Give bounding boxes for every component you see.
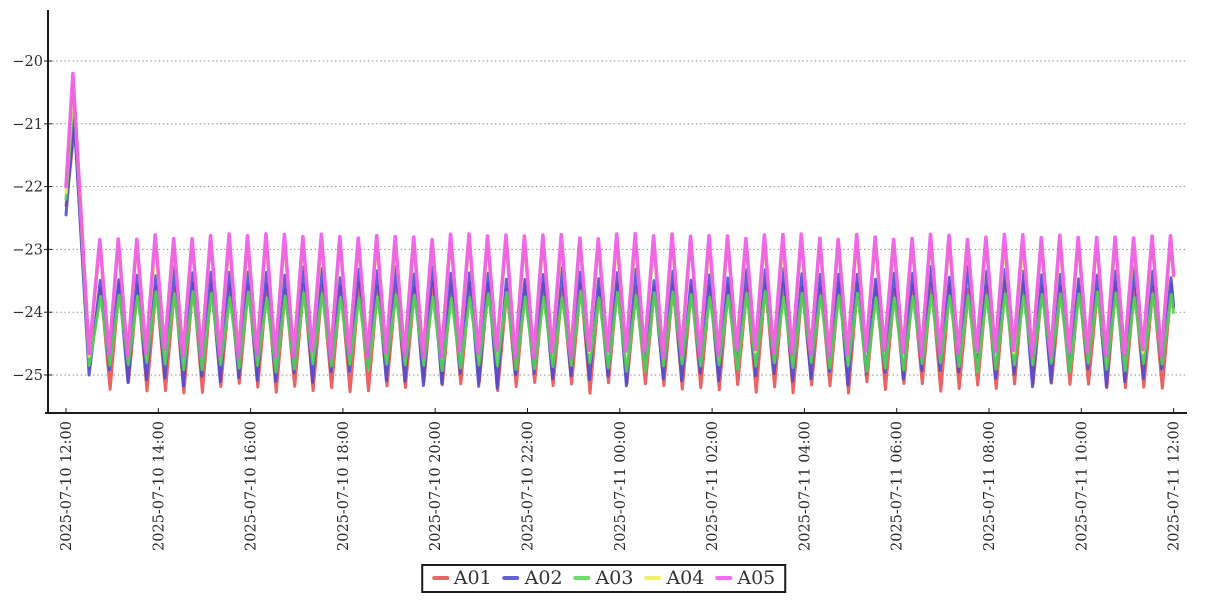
legend-item-a03: A03 <box>573 567 634 589</box>
legend-swatch-a04 <box>644 576 662 580</box>
y-tick-label: −20 <box>12 54 43 70</box>
legend-label: A04 <box>666 567 705 589</box>
x-tick-label: 2025-07-10 20:00 <box>428 421 444 551</box>
axes <box>45 10 1187 414</box>
series-line-a03 <box>64 90 1176 374</box>
series-group <box>64 71 1176 395</box>
legend-item-a02: A02 <box>502 567 563 589</box>
x-tick-label: 2025-07-11 02:00 <box>705 421 721 551</box>
x-tick-label: 2025-07-11 12:00 <box>1167 421 1183 551</box>
x-tick-label: 2025-07-11 10:00 <box>1074 421 1090 551</box>
x-tick-label: 2025-07-10 14:00 <box>151 421 167 551</box>
y-tick-label: −24 <box>12 305 43 321</box>
series-line-a02 <box>64 116 1176 390</box>
chart-legend: A01 A02 A03 A04 A05 <box>420 564 787 593</box>
legend-swatch-a03 <box>573 576 591 580</box>
x-tick-label: 2025-07-10 18:00 <box>336 421 352 551</box>
legend-item-a01: A01 <box>431 567 492 589</box>
legend-label: A02 <box>524 567 563 589</box>
legend-label: A03 <box>595 567 634 589</box>
legend-item-a04: A04 <box>644 567 704 589</box>
x-tick-label: 2025-07-10 22:00 <box>521 421 537 551</box>
y-axis-labels: −20 −21 −22 −23 −24 −25 <box>12 54 52 384</box>
x-tick-label: 2025-07-11 04:00 <box>797 421 813 551</box>
y-tick-label: −21 <box>12 117 43 133</box>
x-tick-label: 2025-07-11 06:00 <box>890 421 906 551</box>
x-tick-label: 2025-07-10 12:00 <box>59 421 75 551</box>
y-tick-label: −22 <box>12 180 43 196</box>
x-tick-label: 2025-07-11 00:00 <box>613 421 629 551</box>
legend-swatch-a01 <box>431 576 449 580</box>
y-tick-label: −23 <box>12 242 43 258</box>
y-tick-label: −25 <box>12 368 43 384</box>
legend-label: A01 <box>453 567 492 589</box>
x-tick-label: 2025-07-10 16:00 <box>244 421 260 551</box>
legend-item-a05: A05 <box>715 567 775 589</box>
series-line-a05 <box>64 71 1176 360</box>
x-tick-label: 2025-07-11 08:00 <box>982 421 998 551</box>
legend-label: A05 <box>737 567 776 589</box>
legend-swatch-a02 <box>502 576 520 580</box>
x-axis-labels: 2025-07-10 12:00 2025-07-10 14:00 2025-07-… <box>59 408 1183 551</box>
legend-swatch-a05 <box>715 576 733 580</box>
